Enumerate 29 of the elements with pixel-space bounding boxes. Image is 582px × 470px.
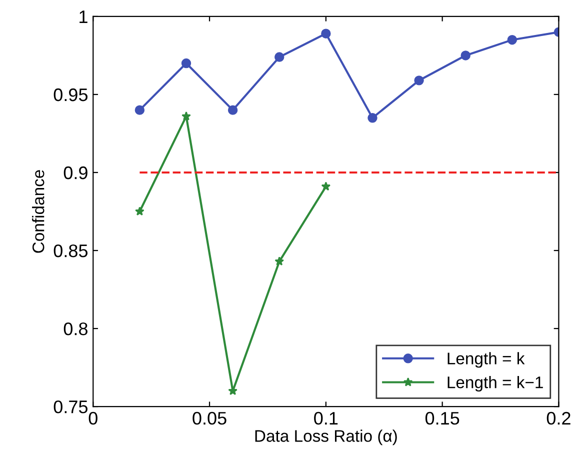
y-tick-label: 0.85 [54,244,88,258]
point [321,28,331,38]
point [507,34,518,45]
y-tick-label: 0.9 [64,166,88,180]
x-tick-label: 0.2 [546,412,570,425]
point [228,386,238,396]
point [460,50,470,60]
y-tick-label: 1 [80,10,88,23]
point [368,113,378,123]
point [135,206,144,216]
y-axis-title: Confidance [32,170,44,253]
point [182,111,191,120]
x-tick-label: 0.15 [425,412,460,425]
x-tick-label: 0 [88,412,98,425]
point [321,182,331,191]
x-axis-title: Data Loss Ratio (α) [255,430,397,446]
point [274,256,284,266]
x-tick-label: 0.1 [314,412,338,425]
point [274,52,284,62]
y-tick-label: 0.95 [54,88,88,102]
x-tick-label: 0.05 [192,412,226,425]
point [228,105,238,115]
point [134,105,145,115]
point [181,58,192,68]
legend-label: Length = k−1 [448,376,543,392]
y-tick-label: 0.8 [64,322,88,336]
legend-label: Length = k [448,352,525,368]
point [414,76,424,86]
y-tick-label: 0.75 [54,400,88,414]
